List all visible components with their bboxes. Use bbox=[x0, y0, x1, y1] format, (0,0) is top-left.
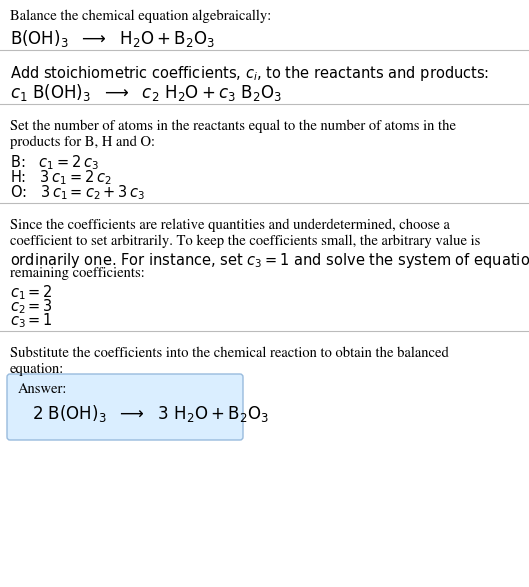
Text: remaining coefficients:: remaining coefficients: bbox=[10, 267, 145, 281]
Text: Since the coefficients are relative quantities and underdetermined, choose a: Since the coefficients are relative quan… bbox=[10, 219, 450, 232]
Text: $2\ \mathrm{B(OH)_3}$  $\longrightarrow$  $3\ \mathrm{H_2O + B_2O_3}$: $2\ \mathrm{B(OH)_3}$ $\longrightarrow$ … bbox=[32, 403, 269, 424]
Text: $c_1\ \mathrm{B(OH)_3}$  $\longrightarrow$  $c_2\ \mathrm{H_2O} + c_3\ \mathrm{B: $c_1\ \mathrm{B(OH)_3}$ $\longrightarrow… bbox=[10, 82, 282, 103]
Text: B:   $c_1 = 2\,c_3$: B: $c_1 = 2\,c_3$ bbox=[10, 153, 99, 172]
Text: H:   $3\,c_1 = 2\,c_2$: H: $3\,c_1 = 2\,c_2$ bbox=[10, 168, 112, 187]
Text: $c_3 = 1$: $c_3 = 1$ bbox=[10, 311, 53, 330]
Text: Set the number of atoms in the reactants equal to the number of atoms in the: Set the number of atoms in the reactants… bbox=[10, 120, 456, 133]
Text: products for B, H and O:: products for B, H and O: bbox=[10, 136, 155, 150]
Text: $c_2 = 3$: $c_2 = 3$ bbox=[10, 297, 53, 316]
Text: Add stoichiometric coefficients, $c_i$, to the reactants and products:: Add stoichiometric coefficients, $c_i$, … bbox=[10, 64, 489, 83]
Text: coefficient to set arbitrarily. To keep the coefficients small, the arbitrary va: coefficient to set arbitrarily. To keep … bbox=[10, 235, 480, 248]
Text: $\mathrm{B(OH)_3}$  $\longrightarrow$  $\mathrm{H_2O + B_2O_3}$: $\mathrm{B(OH)_3}$ $\longrightarrow$ $\m… bbox=[10, 28, 215, 49]
Text: $c_1 = 2$: $c_1 = 2$ bbox=[10, 283, 53, 302]
FancyBboxPatch shape bbox=[7, 374, 243, 440]
Text: ordinarily one. For instance, set $c_3 = 1$ and solve the system of equations fo: ordinarily one. For instance, set $c_3 =… bbox=[10, 251, 529, 270]
Text: Balance the chemical equation algebraically:: Balance the chemical equation algebraica… bbox=[10, 10, 271, 23]
Text: Substitute the coefficients into the chemical reaction to obtain the balanced: Substitute the coefficients into the che… bbox=[10, 347, 449, 360]
Text: equation:: equation: bbox=[10, 363, 64, 376]
Text: Answer:: Answer: bbox=[18, 383, 67, 396]
Text: O:   $3\,c_1 = c_2 + 3\,c_3$: O: $3\,c_1 = c_2 + 3\,c_3$ bbox=[10, 183, 145, 202]
